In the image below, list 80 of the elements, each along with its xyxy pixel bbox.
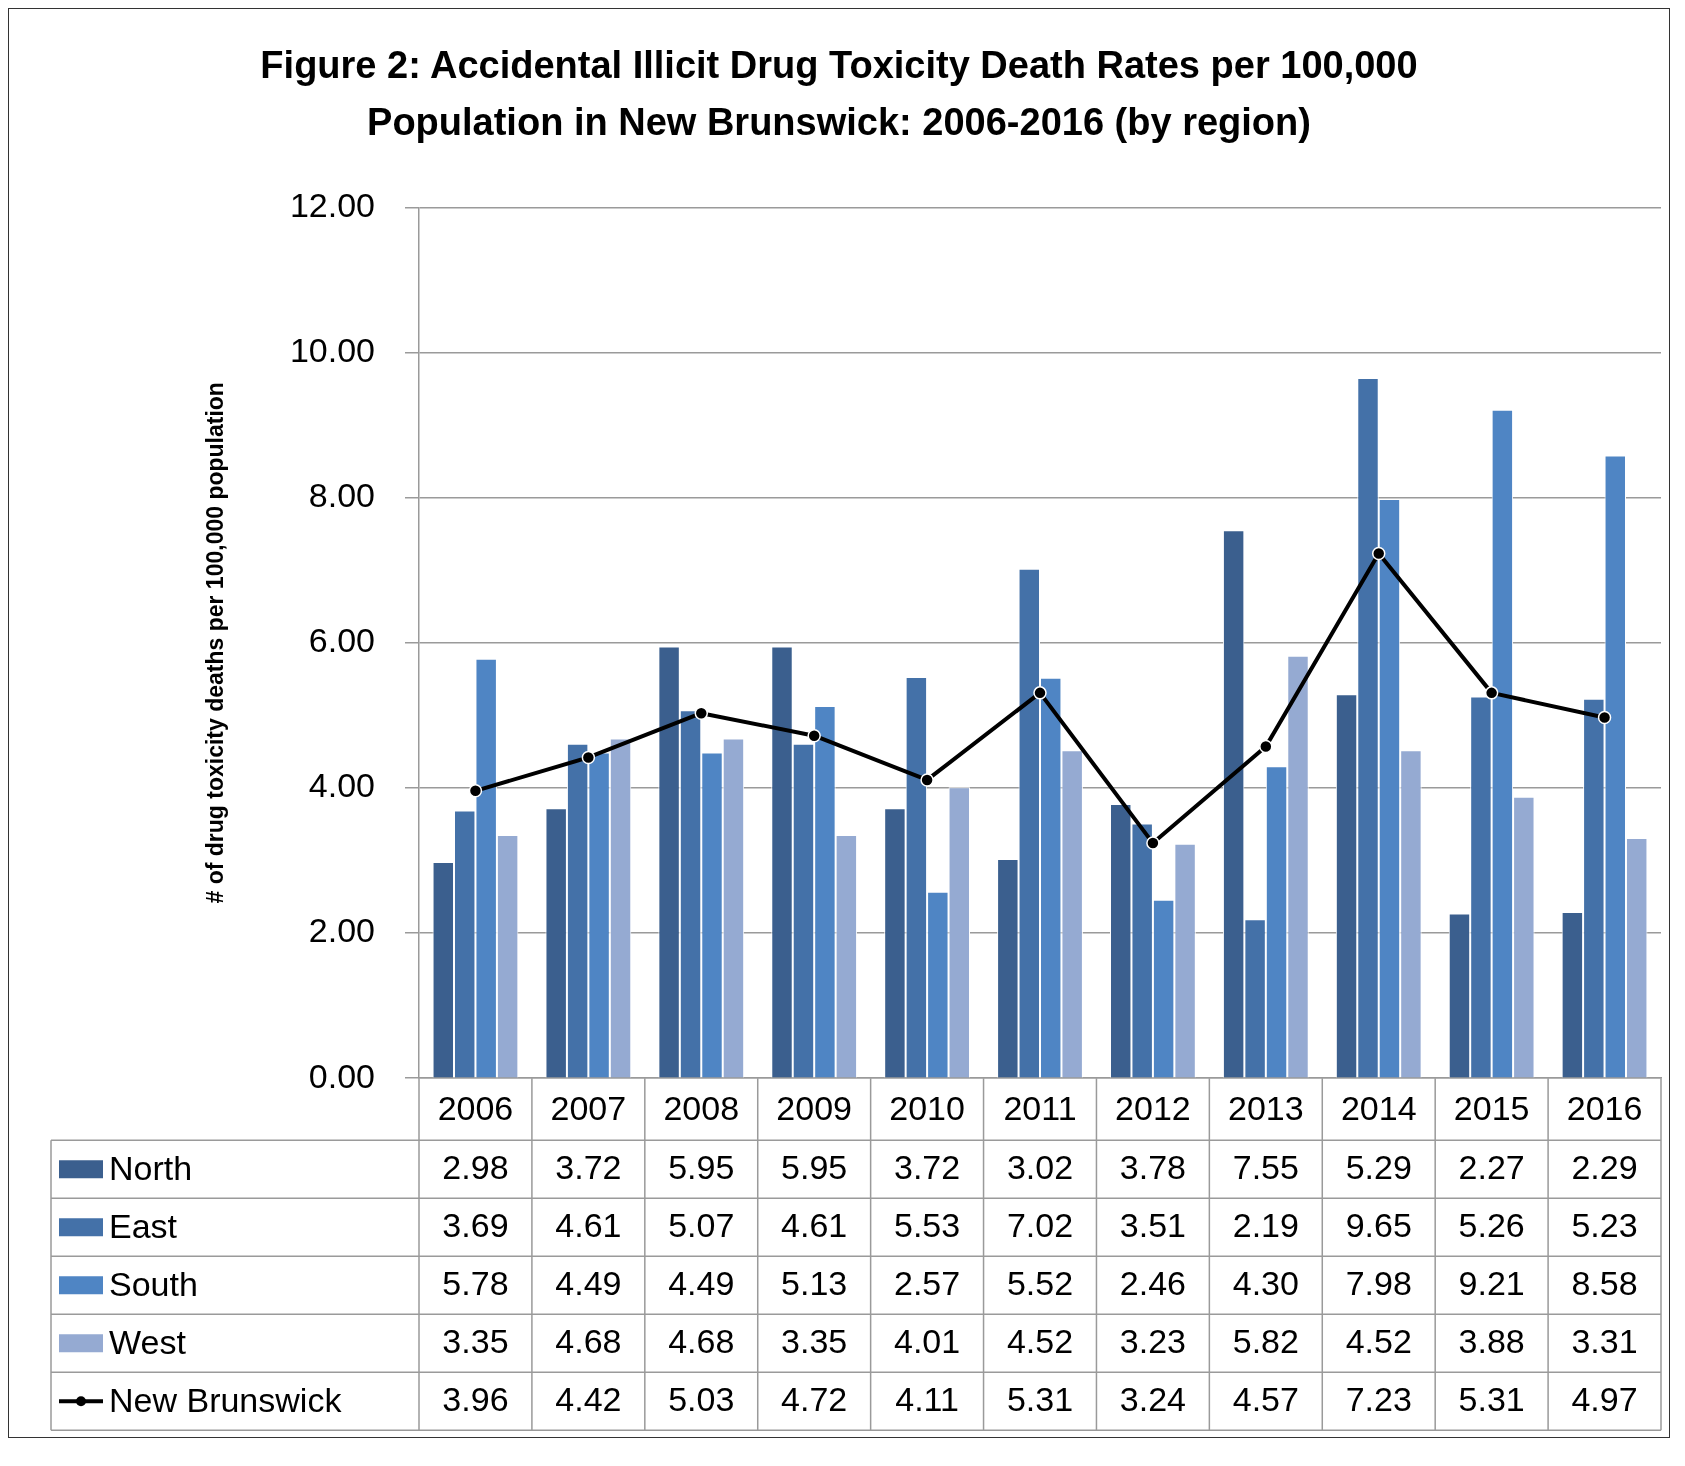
data-label: 4.61 (555, 1205, 622, 1244)
data-label: 4.42 (555, 1379, 622, 1418)
chart-title: Figure 2: Accidental Illicit Drug Toxicity Death Rates per 100,000 Population in New Brunswick: 2006-2016 (by region) (259, 43, 1419, 145)
data-label: 5.13 (781, 1263, 848, 1302)
data-label: 3.35 (781, 1321, 848, 1360)
legend-label: New Brunswick (109, 1380, 343, 1419)
data-label: 2.57 (894, 1263, 961, 1302)
y-tick-label: 0.00 (308, 1056, 375, 1095)
data-label: 2.29 (1571, 1147, 1638, 1186)
y-tick-label: 6.00 (308, 621, 375, 660)
data-label: 3.72 (555, 1147, 622, 1186)
data-label: 5.82 (1232, 1321, 1299, 1360)
legend-label: North (109, 1148, 193, 1187)
data-label: 3.35 (442, 1321, 509, 1360)
data-label: 5.29 (1345, 1147, 1412, 1186)
data-label: 5.03 (668, 1379, 735, 1418)
data-label: 2.98 (442, 1147, 509, 1186)
x-tick-label: 2010 (889, 1088, 965, 1127)
data-label: 9.21 (1458, 1263, 1525, 1302)
data-label: 5.52 (1006, 1263, 1074, 1302)
data-label: 5.31 (1006, 1379, 1074, 1418)
data-label: 4.01 (894, 1321, 961, 1360)
data-label: 3.78 (1119, 1147, 1186, 1186)
data-label: 4.11 (895, 1379, 959, 1418)
data-label: 2.19 (1232, 1205, 1299, 1244)
data-label: 3.31 (1571, 1321, 1638, 1360)
x-tick-label: 2007 (550, 1088, 627, 1127)
data-label: 5.31 (1458, 1379, 1525, 1418)
data-label: 8.58 (1571, 1263, 1638, 1302)
data-label: 9.65 (1345, 1205, 1412, 1244)
data-label: 5.95 (668, 1147, 735, 1186)
data-label: 3.24 (1119, 1379, 1186, 1418)
x-tick-label: 2016 (1566, 1088, 1643, 1127)
data-label: 3.96 (442, 1379, 509, 1418)
data-label: 3.23 (1119, 1321, 1186, 1360)
data-label: 4.72 (781, 1379, 848, 1418)
data-label: 3.72 (894, 1147, 961, 1186)
data-label: 7.23 (1345, 1379, 1412, 1418)
legend-label: South (109, 1264, 198, 1303)
data-label: 3.51 (1119, 1205, 1186, 1244)
data-label: 2.46 (1119, 1263, 1186, 1302)
legend-label: West (109, 1322, 187, 1361)
data-label: 7.98 (1345, 1263, 1412, 1302)
data-label: 3.02 (1006, 1147, 1074, 1186)
data-label: 4.52 (1345, 1321, 1412, 1360)
data-label: 2.27 (1458, 1147, 1525, 1186)
data-label: 5.95 (781, 1147, 848, 1186)
data-label: 5.53 (894, 1205, 961, 1244)
data-label: 5.26 (1458, 1205, 1525, 1244)
y-tick-label: 10.00 (289, 330, 375, 369)
legend-label: East (109, 1206, 178, 1245)
y-tick-label: 2.00 (308, 911, 375, 950)
data-label: 4.49 (555, 1263, 622, 1302)
x-tick-label: 2015 (1453, 1088, 1530, 1127)
x-tick-label: 2012 (1115, 1088, 1191, 1127)
x-tick-label: 2011 (1003, 1088, 1077, 1127)
x-tick-label: 2013 (1228, 1088, 1304, 1127)
data-label: 4.68 (555, 1321, 622, 1360)
x-tick-label: 2006 (437, 1088, 514, 1127)
data-label: 4.57 (1232, 1379, 1299, 1418)
data-label: 4.52 (1006, 1321, 1074, 1360)
data-label: 3.69 (442, 1205, 509, 1244)
data-label: 3.88 (1458, 1321, 1525, 1360)
data-label: 7.02 (1006, 1205, 1074, 1244)
data-label: 4.49 (668, 1263, 735, 1302)
y-axis-title: # of drug toxicity deaths per 100,000 population (202, 382, 229, 904)
x-tick-label: 2009 (776, 1088, 852, 1127)
data-label: 4.30 (1232, 1263, 1299, 1302)
y-tick-label: 4.00 (308, 766, 375, 805)
data-label: 5.78 (442, 1263, 509, 1302)
data-label: 5.07 (668, 1205, 735, 1244)
y-tick-label: 8.00 (308, 476, 375, 515)
y-tick-label: 12.00 (289, 185, 375, 224)
data-label: 5.23 (1571, 1205, 1638, 1244)
x-tick-label: 2008 (663, 1088, 740, 1127)
data-label: 4.97 (1571, 1379, 1638, 1418)
data-label: 4.61 (781, 1205, 848, 1244)
data-label: 4.68 (668, 1321, 735, 1360)
x-tick-label: 2014 (1340, 1088, 1417, 1127)
data-label: 7.55 (1232, 1147, 1299, 1186)
